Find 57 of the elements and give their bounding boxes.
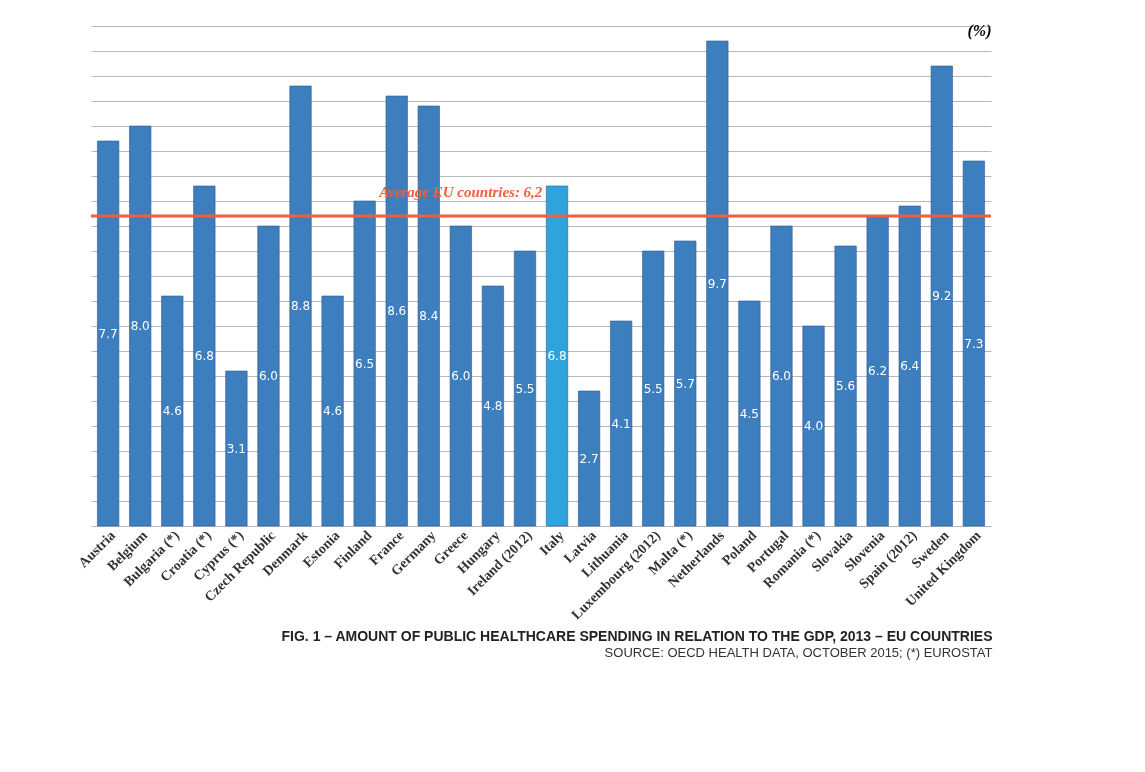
bar bbox=[962, 160, 985, 527]
data-label: 9.2 bbox=[932, 289, 952, 303]
bar bbox=[866, 215, 889, 527]
bar bbox=[610, 320, 633, 527]
bar bbox=[802, 325, 825, 527]
y-axis-title: (%) bbox=[967, 21, 992, 40]
data-label: 4.1 bbox=[611, 416, 631, 431]
bar bbox=[161, 295, 184, 527]
text: FIG. 1 – AMOUNT OF PUBLIC HEALTHCARE SPENDING IN RELATION TO THE GDP, 2013 – EU COUNTRIES bbox=[281, 627, 993, 644]
data-label: 8.8 bbox=[290, 299, 311, 313]
data-label: 4.8 bbox=[483, 399, 503, 413]
data-label: 6.0 bbox=[451, 369, 471, 383]
bar bbox=[289, 85, 312, 527]
bar bbox=[481, 285, 504, 527]
data-label: 6.0 bbox=[771, 369, 792, 383]
bar bbox=[193, 185, 216, 527]
bar bbox=[97, 140, 120, 527]
bar bbox=[353, 200, 376, 527]
data-label: 4.6 bbox=[323, 404, 343, 418]
bar bbox=[257, 225, 280, 527]
bar bbox=[129, 125, 152, 527]
data-label: 6.5 bbox=[355, 356, 375, 371]
data-label: 4.0 bbox=[803, 419, 824, 433]
bar bbox=[642, 250, 665, 527]
bar bbox=[930, 65, 953, 527]
data-label: 8.4 bbox=[419, 309, 439, 323]
data-label: 4.5 bbox=[739, 406, 759, 421]
bar bbox=[545, 185, 569, 527]
source-note: SOURCE: OECD HEALTH DATA, OCTOBER 2015; (*) EUROSTAT bbox=[604, 644, 993, 660]
bar bbox=[674, 240, 697, 527]
data-label: 2.7 bbox=[579, 451, 599, 466]
bar bbox=[449, 225, 472, 527]
data-label: 6.2 bbox=[868, 364, 888, 378]
data-label: 6.4 bbox=[900, 359, 920, 373]
data-label: 8.6 bbox=[387, 304, 407, 318]
data-label: 6.8 bbox=[194, 349, 214, 363]
bar bbox=[898, 205, 921, 527]
bar bbox=[834, 245, 857, 527]
bar bbox=[770, 225, 793, 527]
data-label: 7.7 bbox=[98, 326, 118, 341]
bar bbox=[738, 300, 761, 527]
data-label: 6.0 bbox=[258, 369, 279, 383]
bar bbox=[513, 250, 537, 527]
data-label: 5.5 bbox=[643, 381, 663, 396]
bar bbox=[321, 295, 344, 527]
data-label: 5.5 bbox=[515, 381, 535, 396]
bar bbox=[225, 370, 248, 527]
data-label: 7.3 bbox=[964, 336, 984, 351]
data-label: 5.6 bbox=[836, 379, 856, 393]
bar bbox=[706, 40, 729, 527]
data-label: 5.7 bbox=[675, 376, 695, 391]
data-label: 8.0 bbox=[130, 319, 150, 333]
bar bbox=[578, 390, 601, 527]
data-label: 3.1 bbox=[226, 441, 246, 456]
data-label: 4.6 bbox=[162, 404, 182, 418]
data-label: 9.7 bbox=[707, 276, 727, 291]
data-label: 6.8 bbox=[547, 349, 567, 363]
